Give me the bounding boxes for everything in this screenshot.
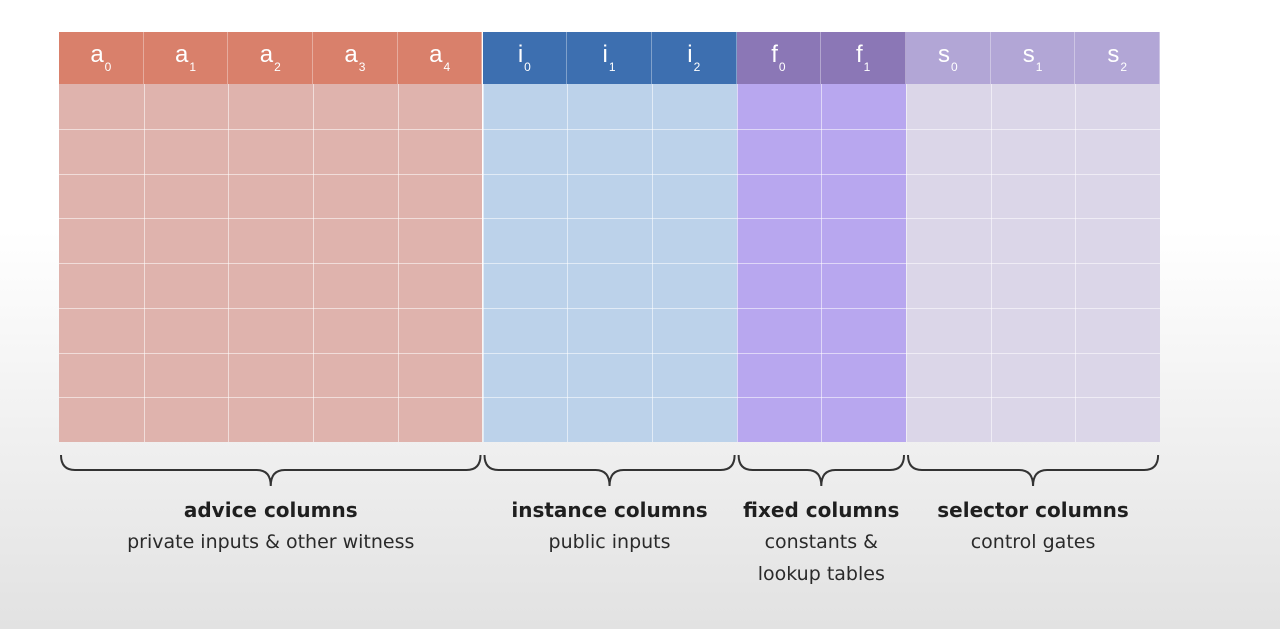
column-symbol: f0 bbox=[771, 40, 786, 75]
brace-instance bbox=[483, 454, 736, 487]
grid-line-horizontal bbox=[59, 263, 1161, 264]
column-symbol: a2 bbox=[259, 40, 281, 75]
group-title: selector columns bbox=[937, 498, 1129, 522]
column-subscript: 2 bbox=[693, 60, 701, 75]
column-header-i1: i1 bbox=[567, 32, 652, 84]
brace-fixed bbox=[737, 454, 905, 487]
column-subscript: 2 bbox=[1120, 60, 1128, 75]
column-subscript: 1 bbox=[1035, 60, 1043, 75]
brace-selector bbox=[907, 454, 1160, 487]
grid-line-horizontal bbox=[59, 218, 1161, 220]
grid-line-horizontal bbox=[59, 128, 1161, 130]
group-title: advice columns bbox=[183, 498, 358, 522]
column-header-s0: s0 bbox=[906, 32, 991, 84]
column-subscript: 0 bbox=[104, 60, 112, 75]
group-description-line: private inputs & other witness bbox=[127, 531, 415, 553]
column-subscript: 0 bbox=[951, 60, 958, 75]
group-label-fixed: fixed columns constants & lookup tables bbox=[621, 494, 1021, 590]
column-symbol: s0 bbox=[938, 40, 958, 75]
group-title: fixed columns bbox=[743, 498, 900, 522]
group-description-line: constants & bbox=[764, 531, 878, 553]
column-symbol: a4 bbox=[429, 40, 451, 75]
column-symbol: a1 bbox=[175, 40, 197, 75]
column-subscript: 1 bbox=[608, 60, 616, 75]
group-label-selector: selector columns control gates bbox=[833, 494, 1233, 558]
column-symbol: f1 bbox=[855, 40, 871, 75]
column-subscript: 1 bbox=[189, 60, 197, 75]
column-header-a3: a3 bbox=[313, 32, 398, 84]
column-header-s1: s1 bbox=[990, 32, 1076, 84]
column-symbol: a3 bbox=[344, 40, 366, 75]
grid-line-horizontal bbox=[59, 397, 1161, 399]
column-symbol: i1 bbox=[602, 40, 616, 75]
group-title: instance columns bbox=[511, 498, 708, 522]
column-header-i2: i2 bbox=[651, 32, 737, 84]
group-description-line: control gates bbox=[970, 531, 1096, 553]
group-description-line: lookup tables bbox=[757, 563, 885, 585]
column-header-a2: a2 bbox=[228, 32, 314, 84]
column-symbol: s2 bbox=[1107, 40, 1128, 75]
column-symbol: i2 bbox=[687, 40, 701, 75]
column-header-a0: a0 bbox=[59, 32, 144, 84]
column-subscript: 1 bbox=[863, 60, 871, 75]
column-header-a1: a1 bbox=[143, 32, 229, 84]
column-header-f1: f1 bbox=[821, 32, 906, 84]
column-header-f0: f0 bbox=[736, 32, 822, 84]
column-header-s2: s2 bbox=[1075, 32, 1161, 84]
column-header-a4: a4 bbox=[397, 32, 483, 84]
group-description-line: public inputs bbox=[548, 531, 671, 553]
brace-advice bbox=[60, 454, 482, 487]
column-subscript: 0 bbox=[524, 60, 531, 75]
group-label-instance: instance columns public inputs bbox=[410, 494, 810, 558]
group-label-advice: advice columns private inputs & other wit… bbox=[71, 494, 471, 558]
column-subscript: 2 bbox=[274, 60, 281, 75]
column-subscript: 0 bbox=[778, 60, 786, 75]
grid-line-horizontal bbox=[59, 307, 1161, 309]
grid-line-horizontal bbox=[59, 352, 1161, 354]
column-subscript: 3 bbox=[358, 60, 366, 75]
grid-line-horizontal bbox=[59, 173, 1161, 175]
column-symbol: s1 bbox=[1022, 40, 1043, 75]
column-subscript: 4 bbox=[443, 60, 451, 75]
column-symbol: a0 bbox=[90, 40, 112, 75]
column-symbol: i0 bbox=[517, 40, 531, 75]
column-header-i0: i0 bbox=[482, 32, 568, 84]
